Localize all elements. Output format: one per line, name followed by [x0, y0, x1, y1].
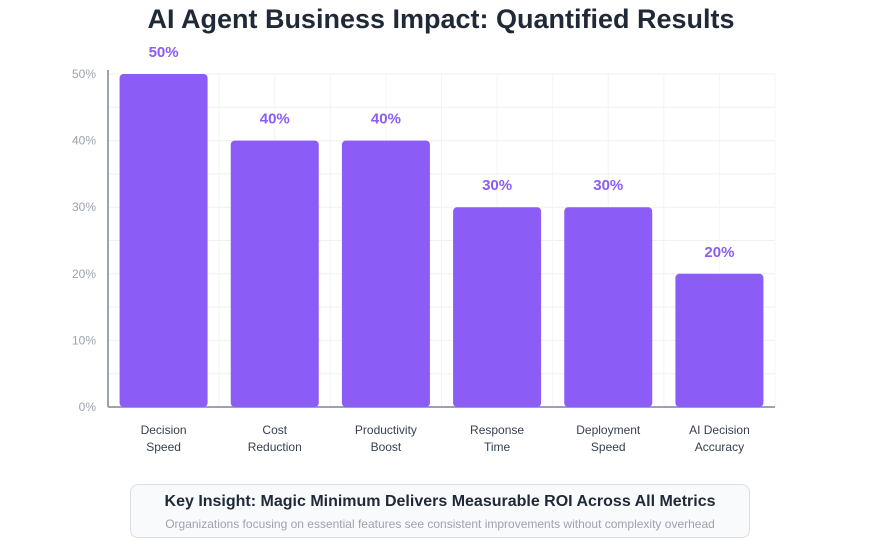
value-label: 50% — [149, 44, 179, 61]
x-tick-label: AI Decision — [689, 423, 750, 437]
x-tick-label: Cost — [262, 423, 287, 437]
x-tick-label: Boost — [371, 440, 402, 454]
axes — [107, 70, 775, 408]
y-tick-label: 10% — [72, 333, 96, 347]
value-label: 30% — [593, 177, 623, 194]
value-label: 40% — [260, 111, 290, 128]
bar-chart: 0% 10% 20% 30% 40% 50% 50% 40% 40% 30% 30% 20% Dec… — [72, 44, 776, 454]
grid-lines — [107, 73, 776, 408]
y-tick-labels: 0% 10% 20% 30% 40% 50% — [72, 67, 96, 414]
bar — [564, 207, 653, 407]
x-tick-label: Speed — [591, 440, 626, 454]
bar — [341, 140, 430, 407]
x-tick-label: Deployment — [576, 423, 641, 437]
x-tick-label: Time — [484, 440, 511, 454]
x-tick-labels: Decision Speed Cost Reduction Productivity Bo… — [141, 423, 750, 454]
x-tick-label: Accuracy — [695, 440, 744, 454]
key-insight-box: Key Insight: Magic Minimum Delivers Meas… — [130, 484, 750, 538]
x-tick-label: Response — [470, 423, 524, 437]
value-labels: 50% 40% 40% 30% 30% 20% — [149, 44, 735, 261]
y-tick-label: 40% — [72, 134, 96, 148]
y-tick-label: 0% — [79, 400, 97, 414]
bar — [119, 74, 208, 407]
x-tick-label: Speed — [146, 440, 181, 454]
x-tick-label: Decision — [141, 423, 187, 437]
y-tick-label: 50% — [72, 67, 96, 81]
chart-title: AI Agent Business Impact: Quantified Res… — [147, 4, 735, 34]
value-label: 30% — [482, 177, 512, 194]
x-tick-label: Reduction — [248, 440, 302, 454]
bars — [119, 74, 764, 407]
bar — [230, 140, 319, 407]
bar — [453, 207, 542, 407]
value-label: 20% — [704, 244, 734, 261]
y-tick-label: 20% — [72, 267, 96, 281]
value-label: 40% — [371, 111, 401, 128]
x-tick-label: Productivity — [355, 423, 417, 437]
bar — [675, 273, 764, 407]
insight-text: Organizations focusing on essential feat… — [165, 517, 715, 531]
y-tick-label: 30% — [72, 200, 96, 214]
insight-title: Key Insight: Magic Minimum Delivers Meas… — [164, 493, 716, 510]
